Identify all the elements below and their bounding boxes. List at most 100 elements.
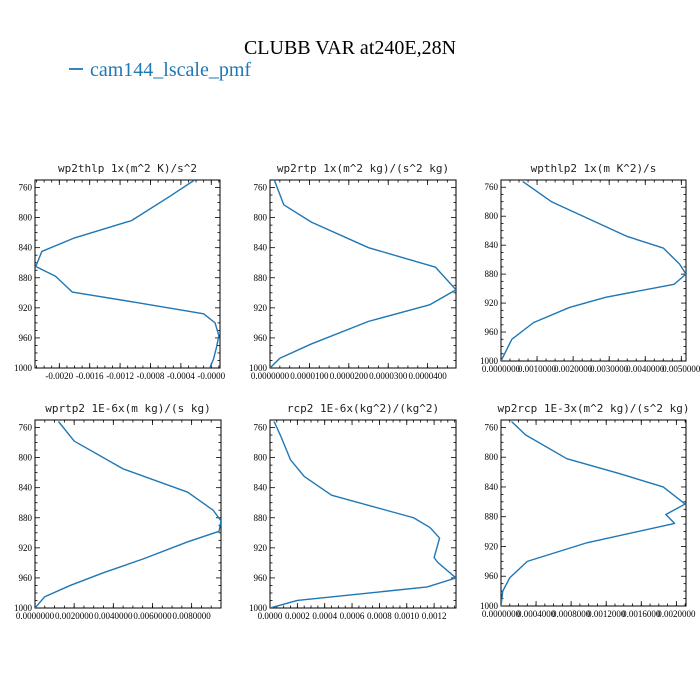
y-tick-label: 760	[254, 183, 268, 193]
y-tick-label: 880	[254, 273, 268, 283]
panel-title: wp2thlp 1x(m^2 K)/s^2	[58, 162, 197, 175]
y-tick-label: 920	[19, 303, 33, 313]
x-tick-label: 0.0008	[367, 611, 392, 621]
x-tick-label: 0.0006	[340, 611, 365, 621]
x-tick-label: -0.0012	[106, 371, 134, 381]
x-tick-label: 0.0000100	[290, 371, 329, 381]
panel-1: wp2thlp 1x(m^2 K)/s^2 760 800 840 880 920 960 1…	[14, 162, 226, 381]
x-tick-label: -0.0016	[76, 371, 104, 381]
x-tick-label: 0.0040000	[626, 364, 665, 374]
y-tick-label: 840	[19, 483, 33, 493]
x-tick-label: 0.0000300	[369, 371, 408, 381]
x-tick-label: 0.0050000	[662, 364, 700, 374]
x-tick-label: -0.0008	[137, 371, 165, 381]
y-tick-label: 1000	[249, 363, 268, 373]
panel-title: wp2rcp 1E-3x(m^2 kg)/(s^2 kg)	[497, 402, 689, 415]
x-tick-label: -0.0020	[45, 371, 73, 381]
y-tick-label: 800	[19, 213, 33, 223]
x-tick-label: 0.0020000	[657, 609, 696, 619]
x-tick-label: 0.0000000	[482, 364, 521, 374]
panel-title: wpthlp2 1x(m K^2)/s	[531, 162, 657, 175]
x-tick-label: 0.0000400	[409, 371, 448, 381]
y-tick-label: 840	[254, 243, 268, 253]
series-line	[270, 421, 456, 608]
y-tick-label: 1000	[480, 356, 499, 366]
y-tick-label: 960	[254, 333, 268, 343]
series-line	[35, 421, 221, 608]
x-tick-label: 0.0080000	[173, 611, 212, 621]
y-tick-label: 1000	[14, 363, 33, 373]
y-tick-label: 800	[485, 211, 499, 221]
y-tick-label: 960	[485, 571, 499, 581]
y-tick-label: 800	[254, 453, 268, 463]
x-tick-label: 0.0020000	[554, 364, 593, 374]
series-line	[35, 180, 220, 368]
y-tick-label: 760	[19, 183, 33, 193]
x-tick-label: 0.0040000	[94, 611, 133, 621]
x-tick-label: 0.0000	[258, 611, 283, 621]
y-tick-label: 880	[19, 513, 33, 523]
y-tick-label: 840	[19, 243, 33, 253]
figure-title: CLUBB VAR at240E,28N	[244, 37, 456, 59]
x-tick-label: 0.0000000	[251, 371, 290, 381]
y-tick-label: 1000	[14, 603, 33, 613]
panel-6: wp2rcp 1E-3x(m^2 kg)/(s^2 kg) 760 800 840 88…	[480, 402, 696, 619]
panel-title: wp2rtp 1x(m^2 kg)/(s^2 kg)	[277, 162, 449, 175]
panel-title: rcp2 1E-6x(kg^2)/(kg^2)	[287, 402, 439, 415]
y-tick-label: 880	[485, 269, 499, 279]
panel-title: wprtp2 1E-6x(m kg)/(s kg)	[45, 402, 211, 415]
y-tick-label: 760	[485, 182, 499, 192]
y-tick-label: 960	[19, 333, 33, 343]
y-tick-label: 880	[19, 273, 33, 283]
x-tick-label: 0.0000000	[16, 611, 55, 621]
x-tick-label: 0.0030000	[590, 364, 629, 374]
x-tick-label: 0.0004000	[517, 609, 556, 619]
panels-group: wp2thlp 1x(m^2 K)/s^2 760 800 840 880 920 960 1…	[14, 162, 700, 621]
x-tick-label: 0.0012	[422, 611, 447, 621]
axes-frame	[500, 419, 687, 607]
y-tick-label: 760	[19, 423, 33, 433]
x-tick-label: 0.0020000	[55, 611, 94, 621]
y-tick-label: 880	[485, 512, 499, 522]
x-tick-label: 0.0010000	[518, 364, 557, 374]
x-tick-label: 0.0060000	[133, 611, 172, 621]
y-tick-label: 800	[485, 452, 499, 462]
y-tick-label: 1000	[249, 603, 268, 613]
y-tick-label: 840	[485, 240, 499, 250]
x-tick-label: 0.0000200	[330, 371, 369, 381]
y-tick-label: 920	[485, 298, 499, 308]
panel-5: rcp2 1E-6x(kg^2)/(kg^2) 760 800 840 880 920 96…	[249, 402, 457, 621]
x-tick-label: 0.0012000	[587, 609, 626, 619]
axes-frame	[269, 179, 457, 369]
axes-frame	[500, 179, 687, 362]
y-tick-label: 960	[485, 327, 499, 337]
series-line	[270, 180, 456, 368]
y-tick-label: 1000	[480, 601, 499, 611]
axes-frame	[34, 419, 222, 609]
x-tick-label: -0.0000	[197, 371, 225, 381]
y-tick-label: 800	[19, 453, 33, 463]
y-tick-label: 920	[485, 541, 499, 551]
x-tick-label: -0.0004	[167, 371, 195, 381]
y-tick-label: 840	[254, 483, 268, 493]
y-tick-label: 800	[254, 213, 268, 223]
y-tick-label: 960	[254, 573, 268, 583]
y-tick-label: 760	[485, 422, 499, 432]
legend-label: cam144_lscale_pmf	[90, 59, 251, 81]
y-tick-label: 920	[254, 303, 268, 313]
y-tick-label: 920	[19, 543, 33, 553]
axes-frame	[269, 419, 457, 609]
x-tick-label: 0.0002	[285, 611, 310, 621]
x-tick-label: 0.0004	[312, 611, 337, 621]
y-tick-label: 920	[254, 543, 268, 553]
panel-3: wpthlp2 1x(m K^2)/s 760 800 840 880 920 960 100…	[480, 162, 700, 374]
x-tick-label: 0.0000000	[482, 609, 521, 619]
x-tick-label: 0.0010	[394, 611, 419, 621]
series-line	[501, 180, 686, 361]
y-tick-label: 960	[19, 573, 33, 583]
series-line	[501, 420, 686, 606]
y-tick-label: 840	[485, 482, 499, 492]
x-tick-label: 0.0008000	[552, 609, 591, 619]
